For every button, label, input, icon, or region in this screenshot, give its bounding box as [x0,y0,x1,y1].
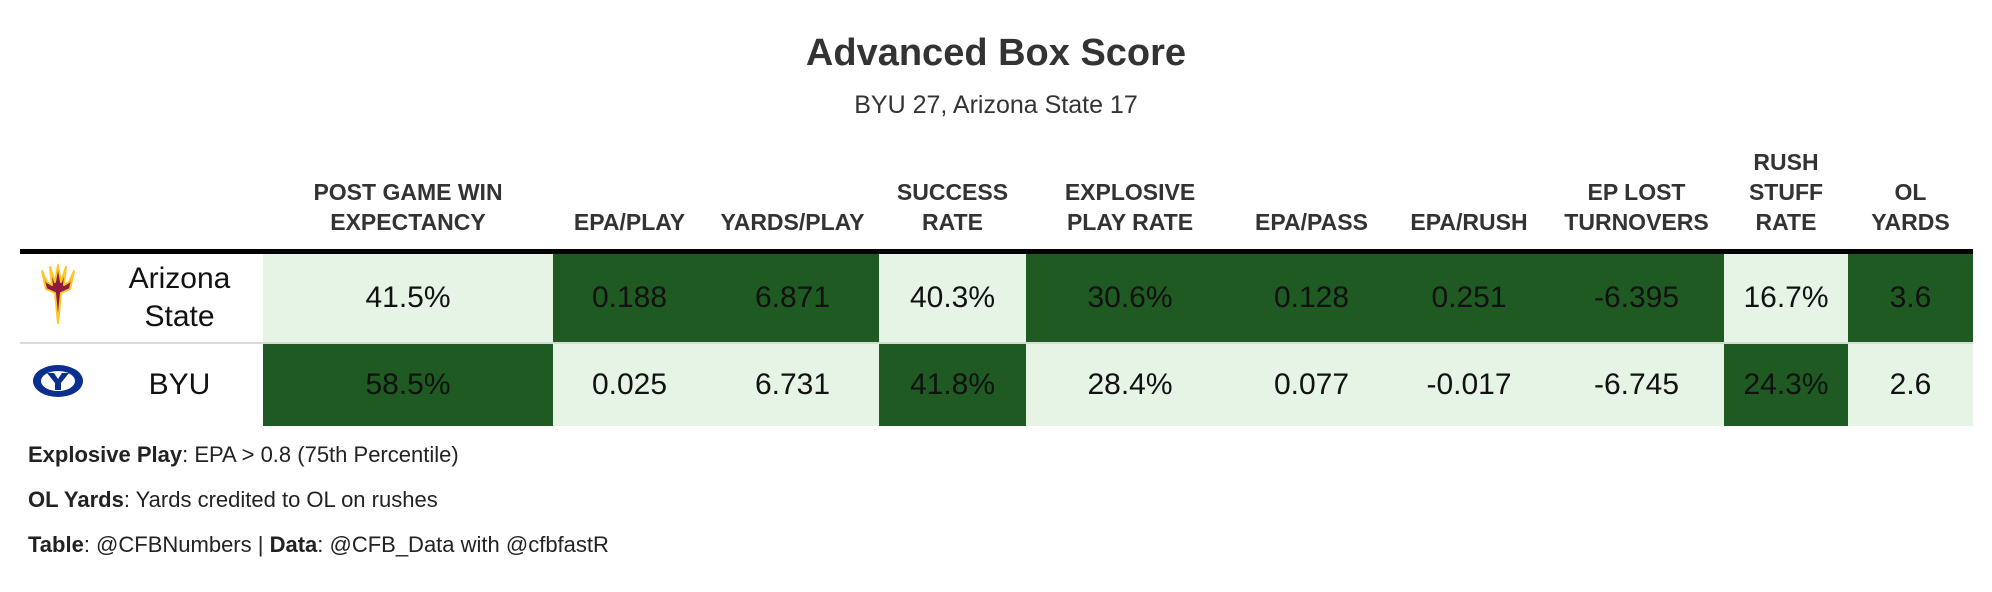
header-line: STUFF [1748,178,1824,205]
team-name-arizona-state: Arizona State [96,251,263,343]
value-cell: -6.745 [1549,341,1724,426]
footnote-label: OL Yards [28,487,124,512]
footnote-label: Explosive Play [28,442,183,467]
col-header-success-rate: SUCCESS RATE [879,143,1026,254]
logo-column-header [20,143,96,254]
col-header-ol-yards: OL YARDS [1848,143,1973,254]
value-cell: 0.251 [1389,251,1549,343]
header-line: RUSH [1753,148,1819,175]
value-cell: -6.395 [1549,251,1724,343]
value-cell: 0.188 [553,251,706,343]
value-cell: 6.871 [706,251,879,343]
footnote-credits: Table: @CFBNumbers | Data: @CFB_Data wit… [28,522,609,567]
value-cell: 40.3% [879,251,1026,343]
col-header-epa-play: EPA/PLAY [553,143,706,254]
table-subtitle: BYU 27, Arizona State 17 [854,91,1138,119]
team-column-header [96,143,263,254]
footnote-label: Table [28,532,84,557]
header-line: RATE [922,208,983,235]
col-header-explosive-play-rate: EXPLOSIVE PLAY RATE [1026,143,1234,254]
header-line: EXPECTANCY [330,208,486,235]
col-header-epa-pass: EPA/PASS [1234,143,1389,254]
footnote-text: : Yards credited to OL on rushes [123,487,438,512]
advanced-box-score-table: POST GAME WIN EXPECTANCY EPA/PLAY YARDS/P… [20,143,1973,426]
value-cell: 41.8% [879,341,1026,426]
header-line: EP LOST [1587,178,1686,205]
value-cell: 24.3% [1724,341,1848,426]
value-cell: 3.6 [1848,251,1973,343]
footnote-explosive-play: Explosive Play: EPA > 0.8 (75th Percenti… [28,432,609,477]
value-cell: -0.017 [1389,341,1549,426]
team-logo-cell [20,251,96,343]
value-cell: 28.4% [1026,341,1234,426]
header-line: EPA/PASS [1255,208,1368,235]
header-line: PLAY RATE [1066,208,1194,235]
team-name-line: State [144,299,215,333]
value-cell: 6.731 [706,341,879,426]
asu-pitchfork-icon [41,263,75,324]
team-logo-cell [20,341,96,426]
value-cell: 0.128 [1234,251,1389,343]
byu-oval-icon [33,364,83,397]
header-line: TURNOVERS [1564,208,1709,235]
team-name-line: Arizona [128,261,231,295]
col-header-epa-rush: EPA/RUSH [1389,143,1549,254]
value-cell: 2.6 [1848,341,1973,426]
table-row-arizona-state: Arizona State 41.5% 0.188 6.871 40.3% 30.… [20,251,1973,343]
header-line: EPA/RUSH [1410,208,1528,235]
footnote-text: : @CFB_Data with @cfbfastR [317,532,609,557]
header-line: SUCCESS [896,178,1009,205]
header-row: POST GAME WIN EXPECTANCY EPA/PLAY YARDS/P… [20,143,1973,254]
value-cell: 0.077 [1234,341,1389,426]
value-cell: 16.7% [1724,251,1848,343]
value-cell: 41.5% [263,251,553,343]
value-cell: 0.025 [553,341,706,426]
table-row-byu: BYU 58.5% 0.025 6.731 41.8% 28.4% 0.077 … [20,341,1973,426]
footnote-label: Data [269,532,318,557]
team-name-line: BYU [148,367,211,401]
header-line: YARDS/PLAY [720,208,865,235]
header-line: EPA/PLAY [573,208,686,235]
header-line: EXPLOSIVE [1064,178,1196,205]
table-title: Advanced Box Score [805,32,1187,74]
footnotes: Explosive Play: EPA > 0.8 (75th Percenti… [28,432,609,567]
col-header-yards-play: YARDS/PLAY [706,143,879,254]
header-line: POST GAME WIN [313,178,503,205]
team-name-byu: BYU [96,341,263,426]
header-line: OL [1894,178,1927,205]
col-header-ep-lost-turnovers: EP LOST TURNOVERS [1549,143,1724,254]
footnote-text: : @CFBNumbers | [83,532,270,557]
footnote-ol-yards: OL Yards: Yards credited to OL on rushes [28,477,609,522]
footnote-text: : EPA > 0.8 (75th Percentile) [182,442,459,467]
header-line: YARDS [1871,208,1950,235]
header-line: RATE [1755,208,1817,235]
col-header-win-expectancy: POST GAME WIN EXPECTANCY [263,143,553,254]
value-cell: 30.6% [1026,251,1234,343]
col-header-rush-stuff-rate: RUSH STUFF RATE [1724,143,1848,254]
value-cell: 58.5% [263,341,553,426]
